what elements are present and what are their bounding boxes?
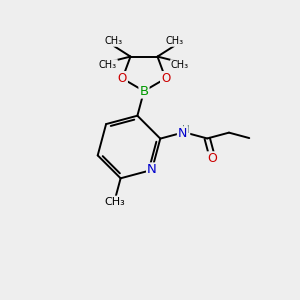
Text: O: O — [118, 72, 127, 85]
Text: N: N — [178, 127, 187, 140]
Text: B: B — [140, 85, 148, 98]
Text: N: N — [147, 164, 157, 176]
Text: O: O — [161, 72, 170, 85]
Text: CH₃: CH₃ — [104, 196, 125, 206]
Text: O: O — [208, 152, 218, 165]
Text: H: H — [182, 125, 189, 135]
Text: CH₃: CH₃ — [104, 36, 122, 46]
Text: CH₃: CH₃ — [99, 60, 117, 70]
Text: CH₃: CH₃ — [166, 36, 184, 46]
Text: CH₃: CH₃ — [171, 60, 189, 70]
